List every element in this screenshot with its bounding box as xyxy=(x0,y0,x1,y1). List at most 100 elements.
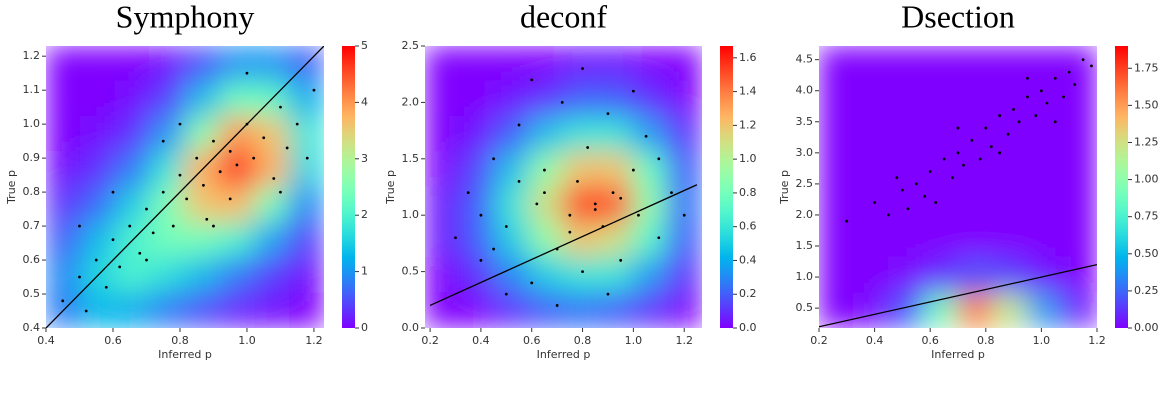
y-tick-label: 0.5 xyxy=(796,301,814,314)
heatmap-cell xyxy=(992,151,1028,188)
heatmap-cell xyxy=(288,221,324,258)
heatmap xyxy=(819,46,1097,328)
heatmap-cell xyxy=(597,116,634,153)
point xyxy=(555,304,559,307)
heatmap-cell xyxy=(493,46,530,82)
heatmap-cell xyxy=(819,257,855,294)
heatmap-cell xyxy=(666,151,702,188)
heatmap-cell xyxy=(632,292,668,328)
point xyxy=(479,213,483,217)
x-tick-label: 0.4 xyxy=(37,334,55,347)
point xyxy=(479,258,483,262)
x-axis-label: Inferred p xyxy=(931,348,985,361)
heatmap-cell xyxy=(528,186,564,223)
colorbar xyxy=(342,46,355,328)
point xyxy=(151,231,155,235)
colorbar-tick-label: 0.8 xyxy=(739,186,757,199)
heatmap-cell xyxy=(666,257,702,294)
y-tick-label: 1.1 xyxy=(23,83,41,96)
heatmap-cell xyxy=(888,80,924,117)
heatmap-cell xyxy=(149,221,186,258)
heatmap-cell xyxy=(597,151,634,188)
heatmap-cell xyxy=(184,257,221,294)
heatmap-cell xyxy=(493,186,530,223)
point xyxy=(161,139,165,143)
heatmap-cell xyxy=(493,151,530,188)
y-tick-label: 0.8 xyxy=(23,185,41,198)
heatmap-cell xyxy=(888,151,924,188)
point xyxy=(78,224,81,228)
point xyxy=(171,224,175,228)
point xyxy=(657,157,661,161)
point xyxy=(212,139,215,143)
heatmap-cell xyxy=(80,151,116,188)
y-tick-label: 2.0 xyxy=(402,95,420,108)
colorbar-tick-label: 1.2 xyxy=(739,118,757,131)
point xyxy=(928,170,932,173)
x-tick-label: 0.6 xyxy=(104,334,122,347)
y-tick-label: 1.0 xyxy=(23,117,41,130)
x-axis-label: Inferred p xyxy=(158,348,212,361)
y-axis-label: True p xyxy=(5,170,18,205)
point xyxy=(1026,76,1029,80)
heatmap xyxy=(46,46,324,328)
heatmap-cell xyxy=(115,80,151,117)
point xyxy=(279,190,282,194)
heatmap-cell xyxy=(819,80,855,117)
y-tick-label: 0.0 xyxy=(402,321,420,334)
point xyxy=(145,258,148,262)
heatmap-cell xyxy=(888,186,924,223)
point xyxy=(951,176,954,180)
point xyxy=(84,309,88,313)
point xyxy=(601,225,605,228)
heatmap-cell xyxy=(1061,221,1097,258)
point xyxy=(543,168,546,172)
point xyxy=(235,163,239,167)
heatmap-cell xyxy=(992,80,1028,117)
heatmap-cell xyxy=(288,80,324,117)
heatmap-cell xyxy=(992,257,1028,294)
heatmap-cell xyxy=(563,221,599,258)
point xyxy=(970,139,974,142)
point xyxy=(1012,107,1015,111)
point xyxy=(202,183,205,187)
heatmap-cell xyxy=(957,292,994,328)
colorbar-tick-label: 1.75 xyxy=(1134,61,1159,74)
heatmap-cell xyxy=(46,116,82,153)
heatmap-cell xyxy=(459,221,495,258)
heatmap xyxy=(425,46,702,328)
point xyxy=(78,275,81,279)
point xyxy=(205,217,209,221)
heatmap-cell xyxy=(853,257,889,294)
heatmap-cell xyxy=(632,186,668,223)
x-tick-label: 1.2 xyxy=(305,334,323,347)
point xyxy=(845,219,849,223)
point xyxy=(593,202,597,206)
heatmap-cell xyxy=(46,80,82,117)
heatmap-cell xyxy=(459,116,495,153)
heatmap-cell xyxy=(957,46,994,82)
point xyxy=(218,170,222,174)
point xyxy=(262,136,266,140)
heatmap-cell xyxy=(115,186,151,223)
point xyxy=(466,191,470,195)
y-tick-label: 1.5 xyxy=(796,239,814,252)
heatmap-cell xyxy=(922,292,959,328)
point xyxy=(568,230,572,234)
point xyxy=(978,157,982,161)
heatmap-cell xyxy=(632,80,668,117)
heatmap-cell xyxy=(563,80,599,117)
heatmap-cell xyxy=(115,292,151,328)
heatmap-cell xyxy=(425,292,461,328)
heatmap-cell xyxy=(459,186,495,223)
heatmap-cell xyxy=(115,46,151,82)
point xyxy=(1040,89,1043,93)
point xyxy=(245,71,249,75)
point xyxy=(956,126,960,130)
heatmap-cell xyxy=(992,221,1028,258)
heatmap-cell xyxy=(80,46,116,82)
point xyxy=(989,145,993,149)
colorbar-tick-label: 0.4 xyxy=(739,253,757,266)
point xyxy=(145,207,148,211)
heatmap-cell xyxy=(80,186,116,223)
